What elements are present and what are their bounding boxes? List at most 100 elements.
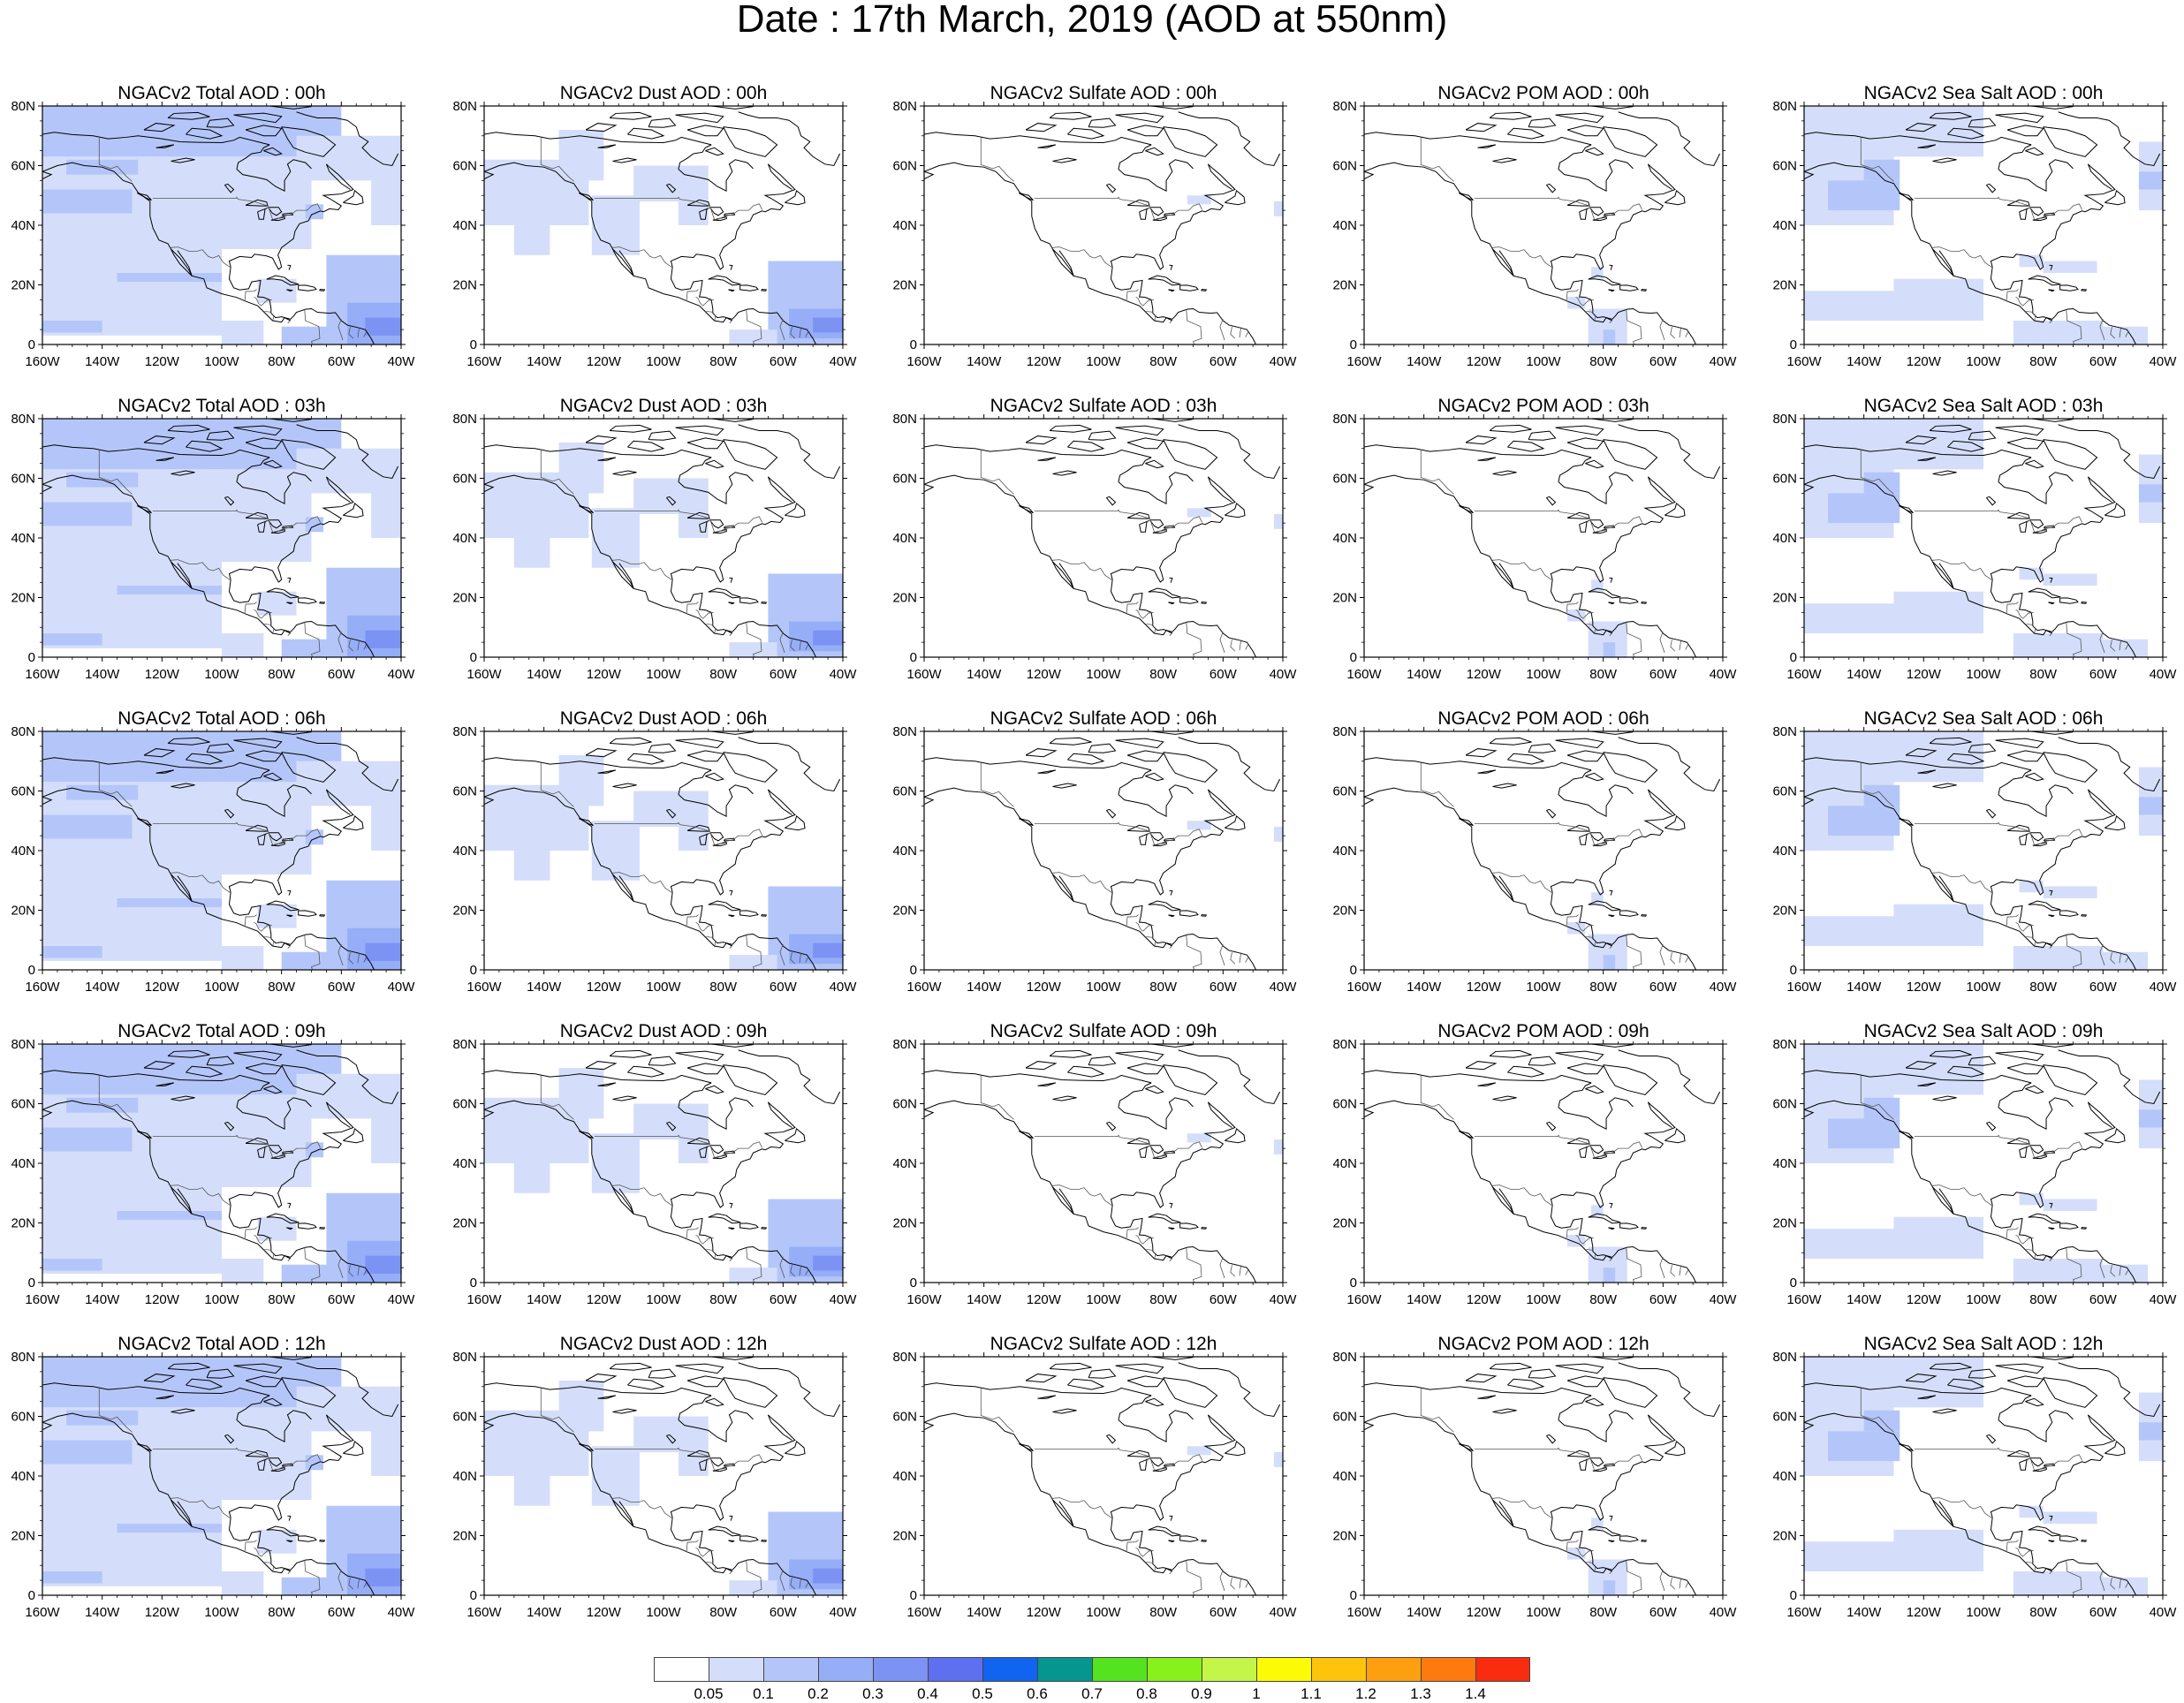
border (98, 450, 133, 495)
coastline (143, 1061, 176, 1071)
lon-label: 60W (1649, 980, 1678, 995)
border (1492, 1497, 1552, 1518)
border (1594, 1253, 1596, 1259)
aod-fill-cell (222, 321, 264, 344)
coastline (1990, 267, 2136, 344)
coastline (1110, 1414, 1236, 1521)
coastline (167, 1049, 210, 1058)
lon-label: 40W (830, 667, 858, 682)
coastline (1804, 444, 2032, 458)
lat-label: 80N (1772, 724, 1797, 739)
coastline (1528, 1368, 1557, 1379)
coastline (785, 502, 806, 518)
coastline (1585, 147, 1604, 156)
coastline (670, 1205, 816, 1283)
lat-label: 20N (11, 591, 35, 606)
coastlines (42, 419, 399, 657)
coastline (1110, 1205, 1256, 1283)
coastline (1998, 1097, 2074, 1130)
aod-fill-cell (1187, 1133, 1211, 1143)
coastline (1115, 738, 1164, 749)
map-frame (1363, 418, 1724, 658)
coastline (2006, 824, 2030, 832)
coastline (2019, 519, 2029, 533)
coastline (1804, 1070, 2032, 1084)
coastline (665, 808, 677, 819)
aod-fill-cell (2088, 1264, 2149, 1283)
coastline (236, 457, 270, 482)
coastline (708, 275, 741, 286)
border (1670, 327, 1676, 339)
coastline (729, 577, 733, 583)
aod-fill-cell (1273, 827, 1283, 842)
lat-label: 80N (892, 412, 917, 427)
coastline (2031, 106, 2074, 110)
border (1670, 952, 1676, 965)
coastline (1507, 753, 1545, 765)
coastline (1178, 737, 1281, 792)
border (706, 624, 713, 625)
coastline (319, 1540, 326, 1542)
coastlines (42, 106, 399, 344)
aod-fill-layer (484, 443, 843, 657)
coastline (728, 602, 735, 605)
coastline (739, 284, 759, 291)
lon-label: 80W (1589, 1605, 1618, 1620)
lon-label: 100W (646, 354, 681, 369)
coastline (1477, 1082, 1497, 1086)
aod-fill-cell (365, 317, 401, 336)
lat-label: 20N (1772, 278, 1797, 293)
coastline (761, 289, 768, 291)
lon-label: 80W (268, 980, 296, 995)
border (2049, 633, 2052, 636)
border (1186, 309, 1202, 344)
coastline (1225, 189, 1246, 206)
coastline (678, 159, 754, 192)
border (2125, 644, 2129, 650)
border (799, 327, 802, 338)
aod-fill-cell (2013, 633, 2104, 657)
border (348, 327, 354, 339)
coastline (1550, 476, 1676, 583)
aod-fill-cell (813, 317, 843, 333)
coastline (2006, 437, 2044, 450)
aod-fill-cell (1893, 1216, 1983, 1241)
coastline (268, 832, 283, 842)
border (1219, 319, 1225, 341)
border (594, 1447, 763, 1472)
coastline (627, 127, 665, 140)
coastline (484, 1070, 712, 1084)
lon-label: 100W (1526, 354, 1561, 369)
lat-label: 60N (452, 159, 477, 174)
coastline (1088, 1056, 1117, 1066)
border (1154, 1566, 1156, 1571)
lat-label: 80N (452, 1350, 477, 1365)
aod-fill-cell (1828, 1431, 1900, 1462)
colorbar-swatch (1311, 1657, 1367, 1682)
coastline (1126, 199, 1150, 207)
coastline (1550, 892, 1696, 970)
coastline (236, 1082, 270, 1108)
aod-fill-cell (1567, 1548, 1586, 1560)
coastline (2043, 126, 2098, 157)
coastline (1139, 832, 1149, 845)
coastline (1917, 457, 1937, 461)
coastline (627, 1378, 665, 1390)
coastline (1151, 731, 1194, 735)
coastline (1489, 737, 1532, 746)
coastline (1507, 1378, 1545, 1390)
border (2015, 609, 2034, 619)
coastline (2031, 1357, 2074, 1360)
lat-label: 40N (452, 1469, 477, 1484)
border (695, 1547, 714, 1557)
lon-label: 40W (388, 980, 416, 995)
coastline (484, 1109, 495, 1118)
lon-label: 120W (1907, 980, 1942, 995)
lat-label: 40N (1772, 1156, 1797, 1171)
coastline (612, 874, 634, 902)
aod-fill-layer (1187, 195, 1283, 216)
border (1914, 821, 2083, 846)
coastline (1932, 1095, 1957, 1101)
